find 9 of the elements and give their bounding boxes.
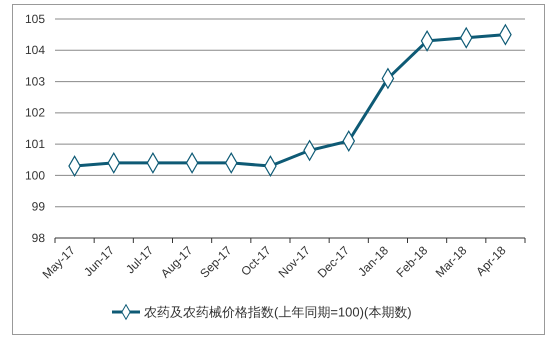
y-tick-label: 98 <box>32 230 46 245</box>
y-tick-label: 103 <box>24 74 46 88</box>
y-tick-label: 99 <box>32 200 46 214</box>
y-tick-label: 104 <box>24 43 46 58</box>
legend-label: 农药及农药械价格指数(上年同期=100)(本期数) <box>144 304 412 320</box>
y-tick-label: 101 <box>24 136 46 151</box>
y-tick-label: 105 <box>24 12 46 26</box>
y-tick-label: 100 <box>24 168 46 182</box>
y-tick-label: 102 <box>24 106 46 120</box>
